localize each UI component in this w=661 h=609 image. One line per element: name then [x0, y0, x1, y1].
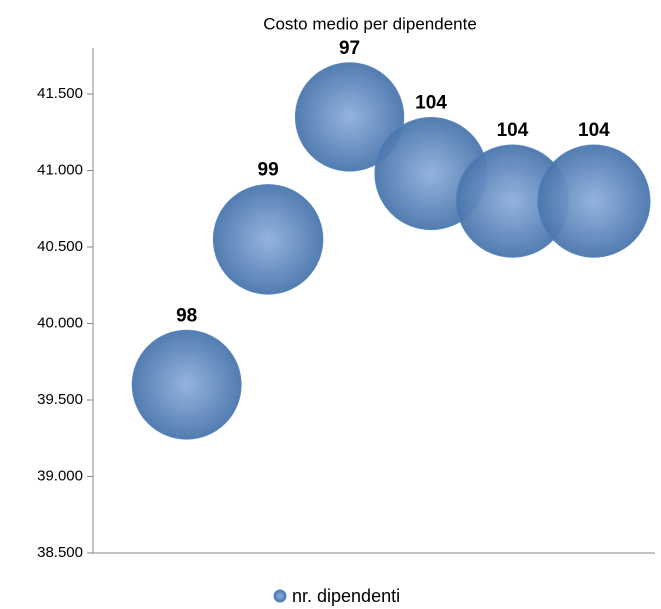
legend-marker [273, 589, 287, 603]
data-label: 98 [176, 305, 197, 326]
y-tick-label: 39.500 [37, 391, 83, 408]
y-tick-label: 40.500 [37, 238, 83, 255]
chart-title: Costo medio per dipendente [263, 14, 477, 33]
data-label: 104 [415, 92, 447, 113]
legend-label: nr. dipendenti [292, 586, 400, 606]
bubble [537, 144, 651, 258]
y-tick-label: 41.000 [37, 161, 83, 178]
data-label: 99 [258, 160, 279, 181]
bubble [131, 329, 242, 440]
data-label: 104 [578, 120, 610, 141]
data-label: 97 [339, 38, 360, 59]
y-tick-label: 41.500 [37, 85, 83, 102]
data-label: 104 [497, 120, 529, 141]
bubble [212, 184, 324, 295]
y-tick-label: 38.500 [37, 544, 83, 561]
y-tick-label: 40.000 [37, 314, 83, 331]
y-tick-label: 39.000 [37, 467, 83, 484]
bubble [294, 62, 405, 172]
